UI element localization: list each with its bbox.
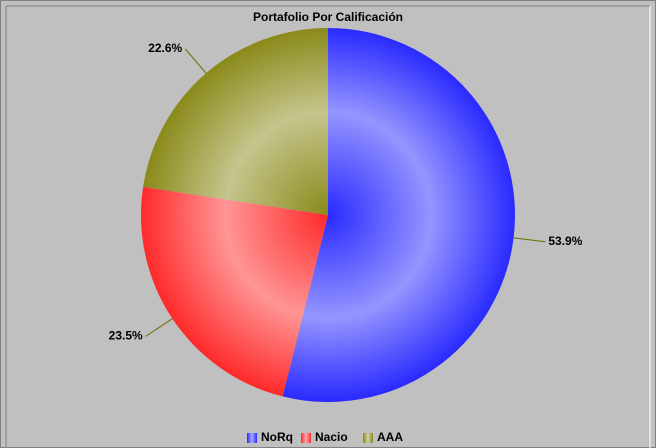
data-label: 22.6% — [148, 41, 182, 55]
legend-label: AAA — [377, 430, 403, 444]
legend-label: Nacio — [315, 430, 348, 444]
leader-line — [145, 318, 173, 337]
data-label: 53.9% — [548, 234, 582, 248]
legend-swatch — [247, 433, 257, 443]
pie-slice — [282, 28, 516, 402]
pie-slice — [143, 28, 328, 215]
chart-title: Portafolio Por Calificación — [253, 10, 403, 24]
legend-swatch — [363, 433, 373, 443]
leader-line — [184, 48, 207, 74]
legend-swatch — [301, 433, 311, 443]
leader-line — [513, 237, 546, 243]
data-label: 23.5% — [109, 329, 143, 343]
pie-slice — [141, 186, 328, 397]
legend-label: NoRq — [261, 430, 293, 444]
